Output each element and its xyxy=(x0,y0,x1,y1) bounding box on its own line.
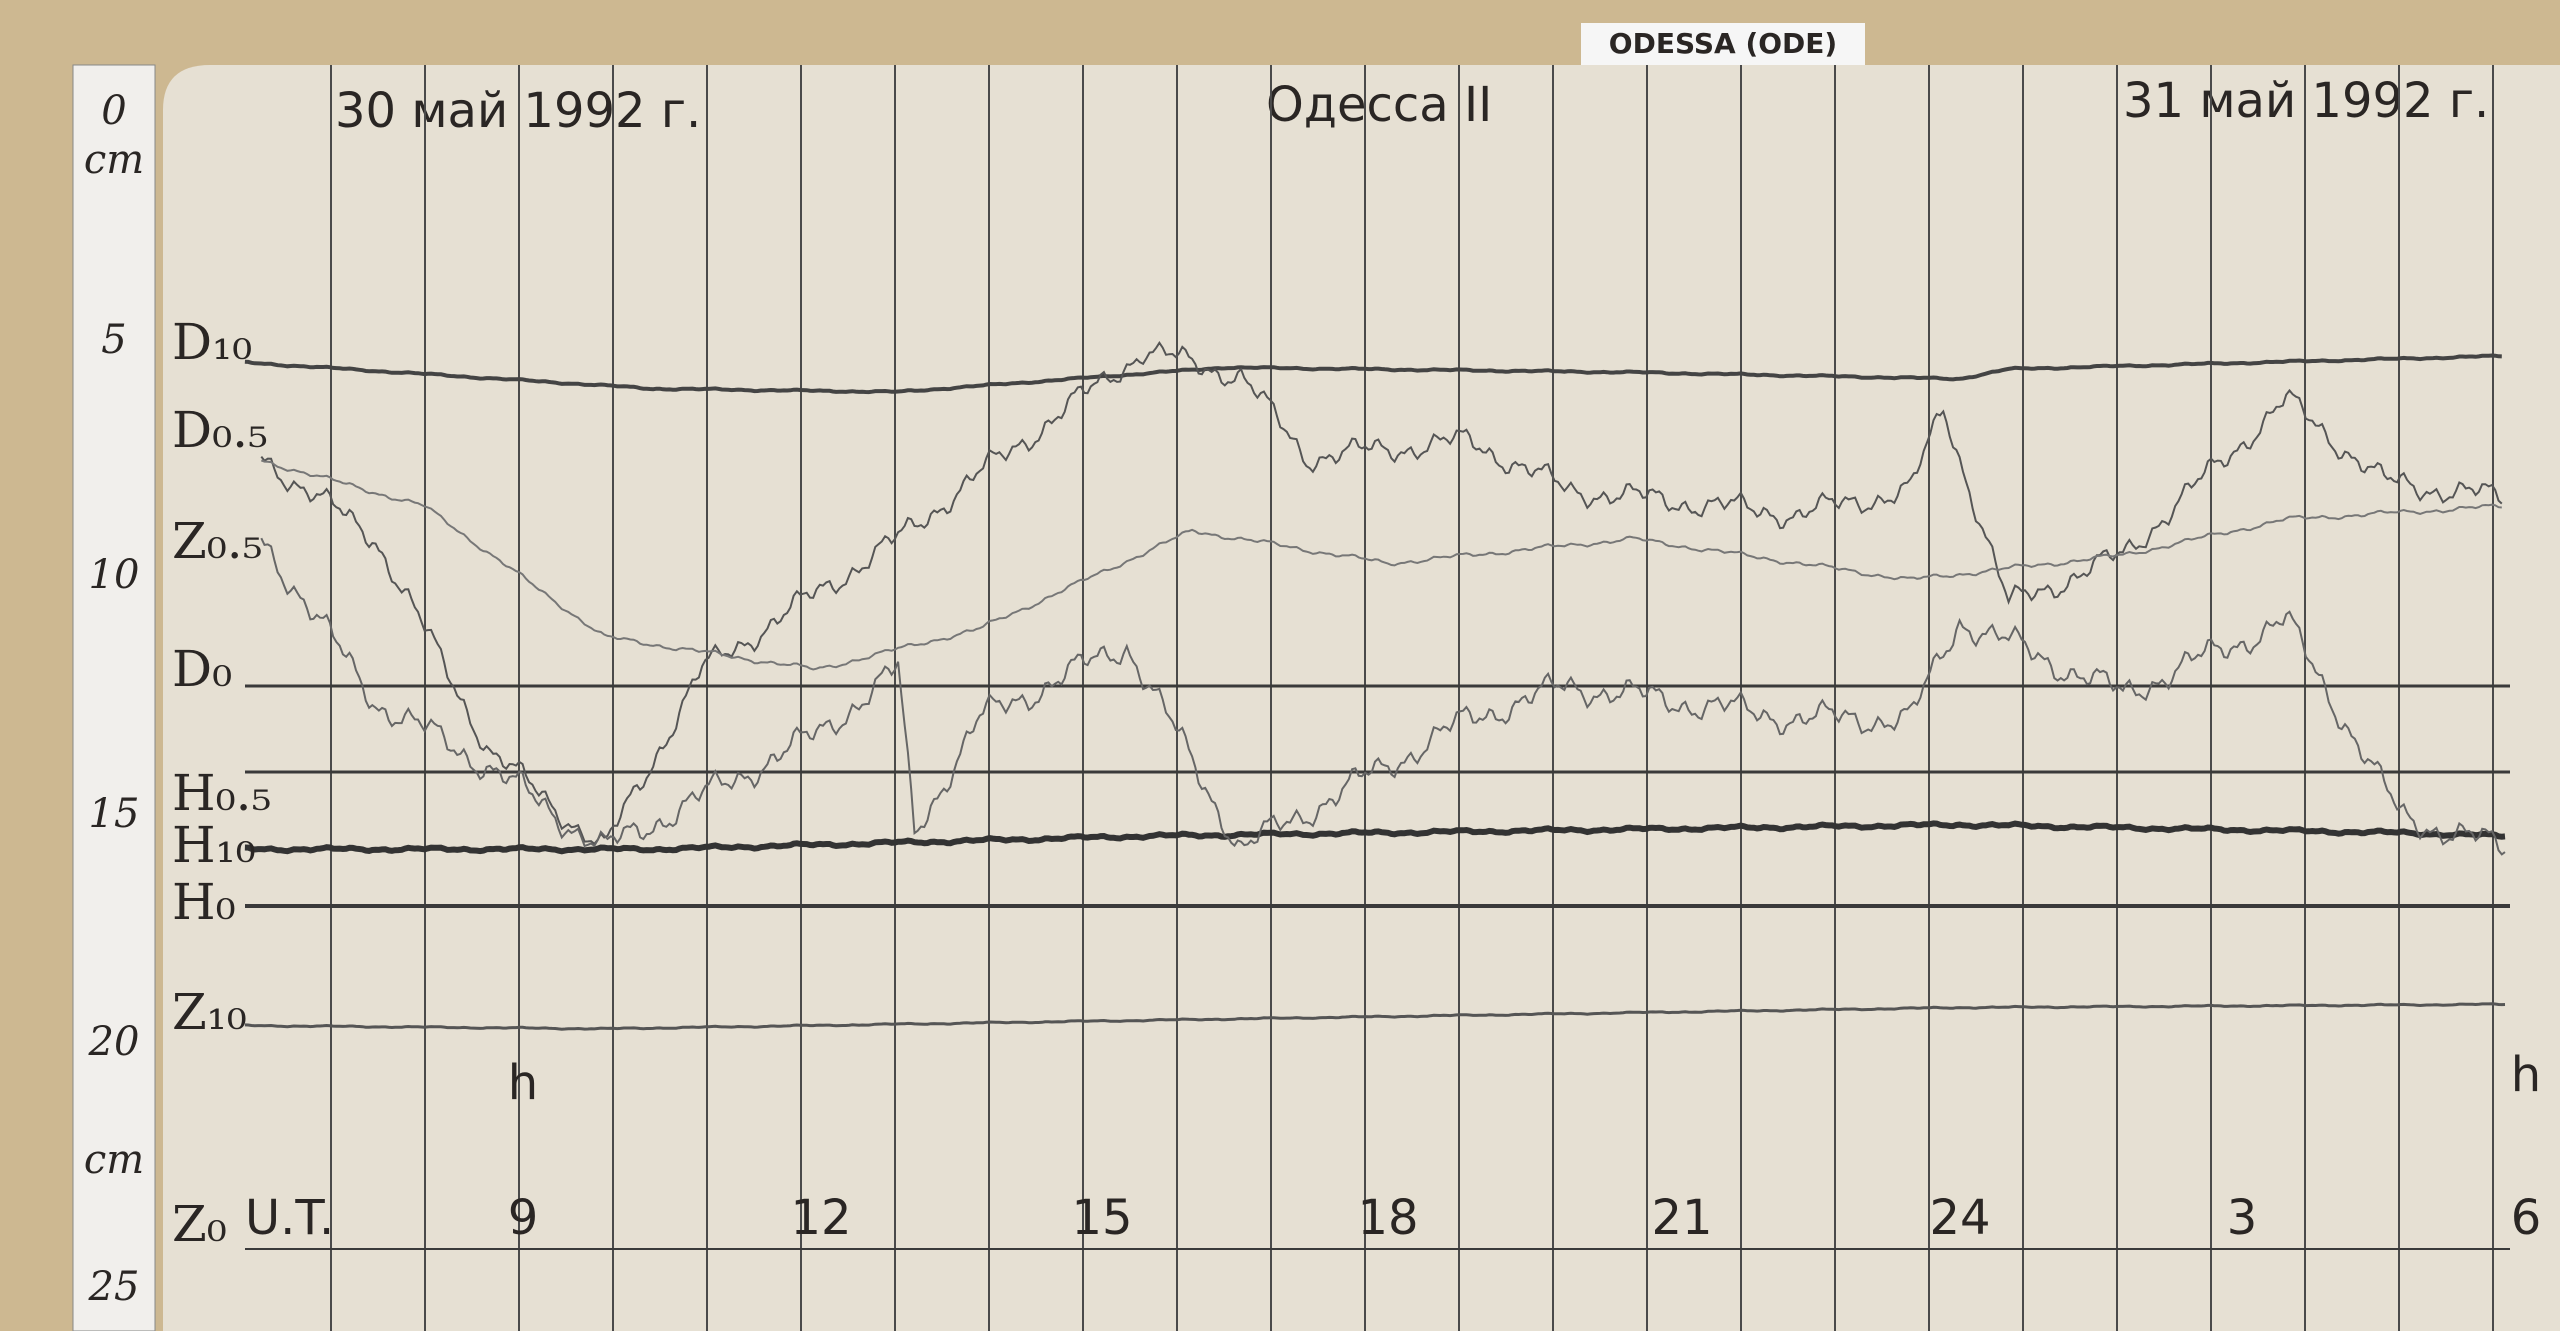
trace-label: D₁₀ xyxy=(172,313,252,371)
hour-label: 3 xyxy=(2227,1190,2258,1246)
trace-label: H₀.₅ xyxy=(172,764,272,822)
trace xyxy=(244,820,2506,855)
trace-label: H₁₀ xyxy=(172,816,256,874)
trace-label: D₀ xyxy=(172,640,232,698)
hour-mark: h xyxy=(2511,1047,2541,1103)
station-name: Одесса II xyxy=(1266,77,1492,133)
hour-label: 15 xyxy=(1071,1190,1132,1246)
trace-label: Z₀.₅ xyxy=(172,512,263,570)
ruler-label: 0 xyxy=(101,88,126,134)
ruler-label: 20 xyxy=(88,1019,140,1065)
trace xyxy=(244,353,2502,395)
time-unit: U.T. xyxy=(245,1190,334,1246)
date-right: 31 май 1992 г. xyxy=(2123,73,2489,129)
trace xyxy=(244,1002,2506,1031)
ruler-label: 10 xyxy=(89,552,140,598)
trace xyxy=(260,537,2506,856)
ruler-label: 5 xyxy=(101,317,126,363)
hour-label: 18 xyxy=(1357,1190,1418,1246)
trace-label: Z₁₀ xyxy=(172,983,247,1041)
ruler-label: cm xyxy=(84,137,144,183)
hour-label: 21 xyxy=(1651,1190,1712,1246)
trace xyxy=(260,340,2503,846)
ruler xyxy=(72,64,156,1331)
hour-label: 24 xyxy=(1929,1190,1990,1246)
ruler-label: 25 xyxy=(88,1264,140,1310)
hour-mark: h xyxy=(508,1055,538,1111)
hour-label: 9 xyxy=(508,1190,539,1246)
hour-label: 6 xyxy=(2511,1190,2542,1246)
station-tag: ODESSA (ODE) xyxy=(1609,27,1837,60)
ruler-label: cm xyxy=(84,1137,144,1183)
trace-label: Z₀ xyxy=(172,1195,227,1253)
chart-paper xyxy=(163,65,2560,1331)
trace-label: D₀.₅ xyxy=(172,401,268,459)
trace xyxy=(260,459,2502,671)
hour-label: 12 xyxy=(790,1190,851,1246)
ruler-label: 15 xyxy=(89,791,140,837)
trace-label: H₀ xyxy=(172,873,236,931)
tag-box xyxy=(1581,23,1865,65)
